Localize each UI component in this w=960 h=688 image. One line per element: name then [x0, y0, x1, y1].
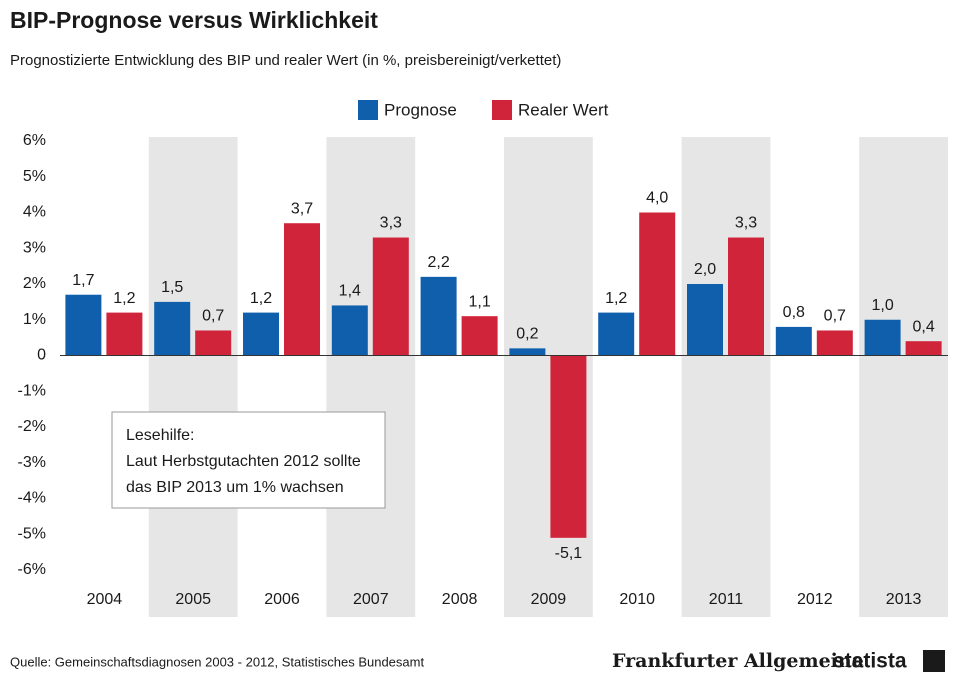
bands: [148, 137, 948, 617]
band-shade: [326, 137, 416, 617]
bar: [598, 312, 635, 356]
value-label: 1,2: [605, 290, 627, 307]
bar: [195, 330, 232, 356]
annotation: Laut Herbstgutachten 2012 sollte: [126, 453, 361, 470]
bar: [550, 355, 587, 538]
value-label: 1,2: [250, 290, 272, 307]
legend-label: Prognose: [384, 100, 457, 119]
value-label: 3,3: [735, 215, 757, 232]
brand: Frankfurter Allgemeine: [612, 650, 864, 672]
value-label: 3,3: [380, 215, 402, 232]
chart-subtitle: Prognostizierte Entwicklung des BIP und …: [10, 52, 561, 69]
bar: [639, 212, 676, 356]
x-tick-label: 2009: [531, 591, 567, 608]
annotation-box: [111, 411, 386, 509]
bar: [816, 330, 853, 356]
x-tick-label: 2007: [353, 591, 389, 608]
value-label: 1,1: [468, 293, 490, 310]
band-shade: [859, 137, 948, 617]
value-label: 1,7: [72, 272, 94, 289]
source: Quelle: Gemeinschaftsdiagnosen 2003 - 20…: [10, 654, 424, 669]
bar: [154, 301, 191, 356]
chart-title: BIP-Prognose versus Wirklichkeit: [10, 7, 378, 33]
bar: [461, 316, 498, 356]
bar: [106, 312, 143, 356]
annotation: Lesehilfe:: [126, 427, 195, 444]
value-label: 0,2: [516, 326, 538, 343]
bar: [420, 276, 457, 356]
bar: [775, 326, 812, 356]
y-tick-label: 2%: [23, 275, 46, 292]
band-shade: [681, 137, 771, 617]
bar: [905, 341, 942, 356]
value-label: -5,1: [555, 545, 583, 562]
bar: [864, 319, 901, 356]
x-tick-label: 2004: [87, 591, 123, 608]
x-tick-label: 2006: [264, 591, 300, 608]
bar: [728, 237, 764, 356]
brand: statista: [833, 650, 907, 673]
bar: [509, 348, 546, 356]
value-label: 4,0: [646, 190, 668, 207]
x-tick-label: 2005: [175, 591, 211, 608]
value-label: 1,5: [161, 279, 183, 296]
bar: [284, 223, 320, 356]
y-tick-label: 0: [37, 347, 46, 364]
value-label: 1,2: [113, 290, 135, 307]
x-tick-label: 2010: [619, 591, 655, 608]
y-tick-label: -6%: [18, 561, 46, 578]
y-tick-label: 5%: [23, 168, 46, 185]
y-tick-label: -5%: [18, 525, 46, 542]
x-tick-label: 2013: [886, 591, 922, 608]
bar: [372, 237, 409, 356]
y-tick-label: -2%: [18, 418, 46, 435]
x-tick-label: 2011: [709, 591, 744, 608]
y-tick-label: -4%: [18, 490, 46, 507]
value-label: 1,0: [871, 297, 893, 314]
bar: [243, 312, 279, 356]
bar: [65, 294, 102, 356]
value-label: 2,0: [694, 261, 716, 278]
y-tick-label: 4%: [23, 204, 46, 221]
value-label: 0,4: [912, 318, 934, 335]
y-tick-label: 1%: [23, 311, 46, 328]
legend-label: Realer Wert: [518, 100, 609, 119]
band-shade: [148, 137, 238, 617]
bar: [331, 305, 368, 356]
y-tick-label: -3%: [18, 454, 46, 471]
value-label: 3,7: [291, 200, 313, 217]
annotation: das BIP 2013 um 1% wachsen: [126, 479, 344, 496]
legend-swatch: [358, 100, 378, 120]
x-tick-label: 2012: [797, 591, 833, 608]
legend-swatch: [492, 100, 512, 120]
value-label: 1,4: [339, 283, 361, 300]
y-tick-label: 6%: [23, 132, 46, 149]
x-tick-label: 2008: [442, 591, 478, 608]
value-label: 0,7: [824, 308, 846, 325]
bar: [687, 284, 723, 356]
y-tick-label: -1%: [18, 382, 46, 399]
y-tick-label: 3%: [23, 239, 46, 256]
value-label: 0,8: [783, 304, 805, 321]
value-label: 2,2: [427, 254, 449, 271]
value-label: 0,7: [202, 308, 224, 325]
brand-icon: [923, 650, 945, 672]
